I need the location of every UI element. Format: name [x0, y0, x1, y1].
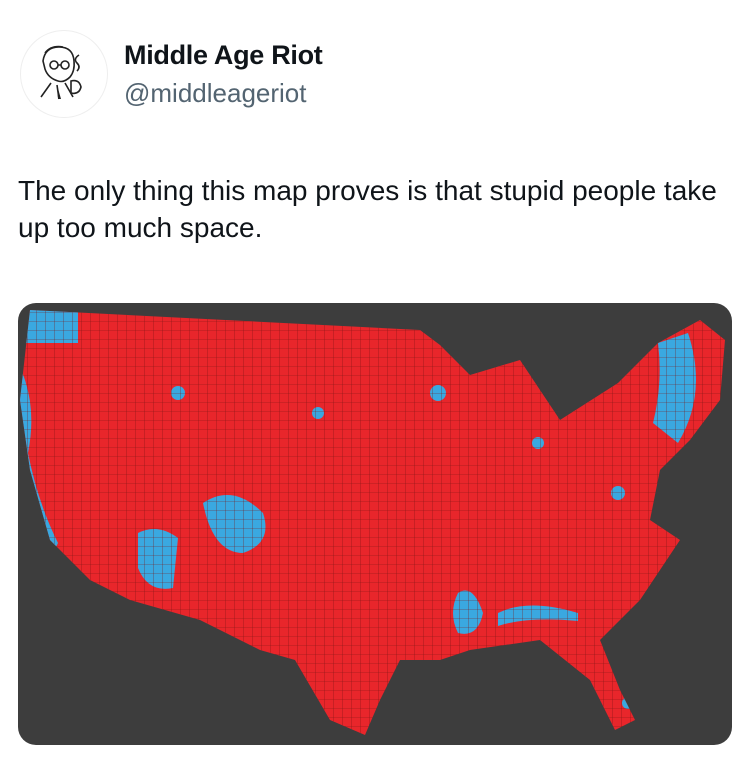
tweet-media-map[interactable] — [18, 303, 732, 745]
us-county-map — [20, 310, 725, 735]
user-handle[interactable]: @middleageriot — [124, 78, 307, 108]
man-with-pipe-icon — [40, 45, 82, 100]
display-name[interactable]: Middle Age Riot — [124, 40, 323, 70]
avatar[interactable] — [20, 30, 108, 118]
county-borders — [20, 310, 725, 735]
tweet-text: The only thing this map proves is that s… — [18, 175, 717, 243]
